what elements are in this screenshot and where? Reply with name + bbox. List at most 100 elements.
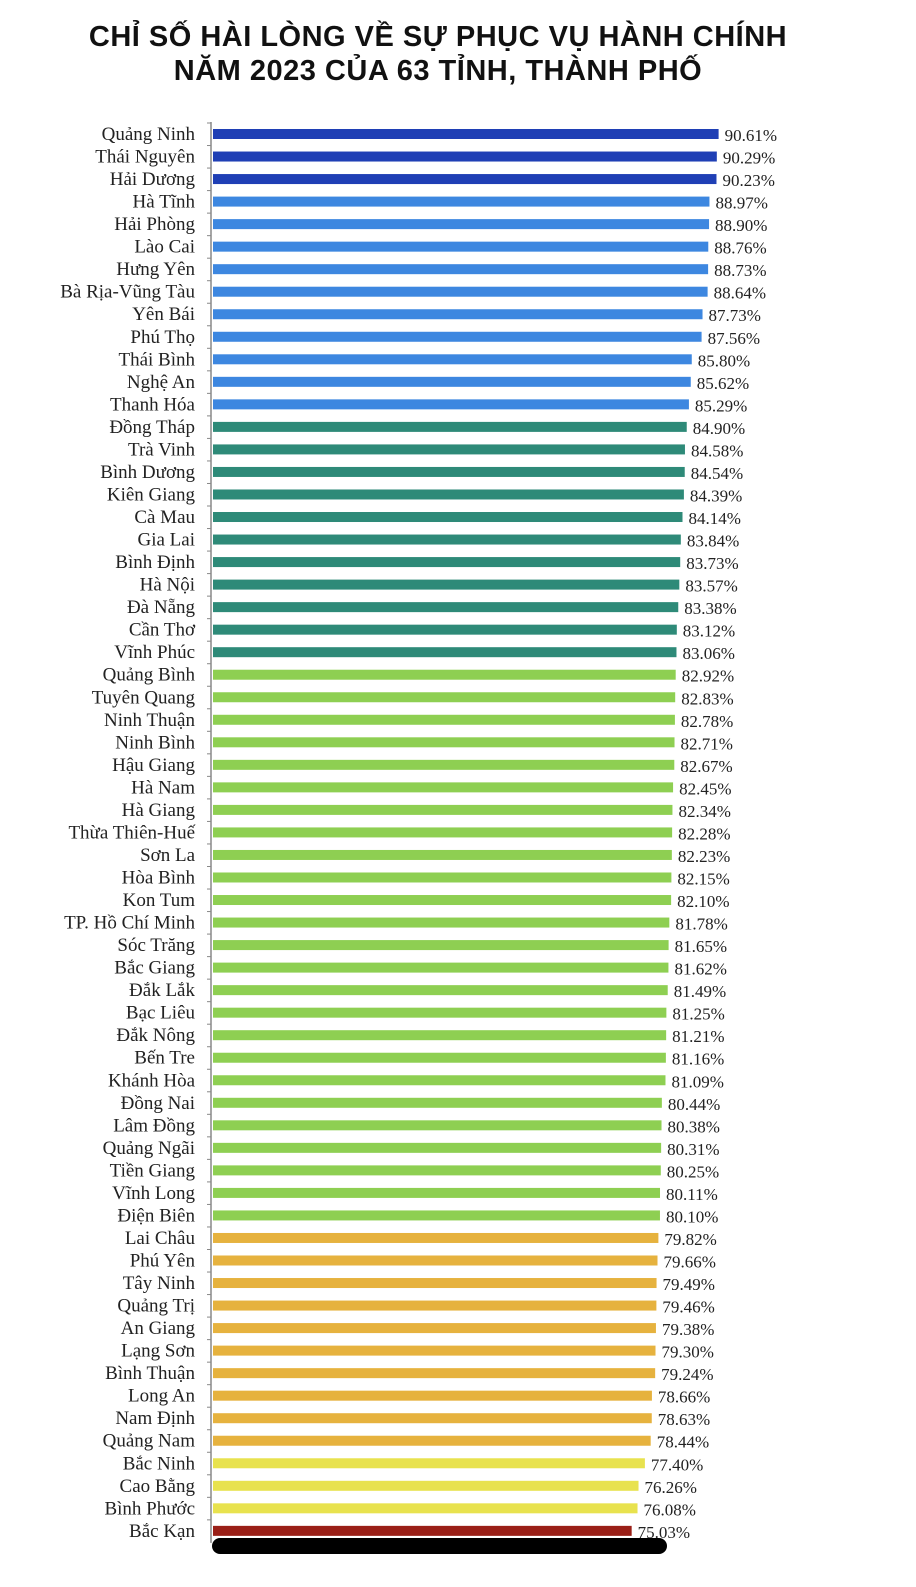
- data-label: 79.30%: [661, 1343, 713, 1362]
- data-label: 84.39%: [690, 486, 742, 505]
- bar: [213, 557, 681, 568]
- bar: [213, 354, 692, 365]
- data-label: 88.73%: [714, 261, 766, 280]
- data-label: 79.82%: [664, 1230, 716, 1249]
- data-label: 88.64%: [714, 284, 766, 303]
- bar: [213, 737, 675, 748]
- category-label: Cà Mau: [134, 507, 195, 528]
- bar: [213, 1165, 661, 1176]
- bar: [213, 1480, 639, 1491]
- bar: [213, 962, 669, 973]
- category-label: Yên Bái: [132, 304, 195, 325]
- data-label: 81.65%: [675, 937, 727, 956]
- category-label: Hà Tĩnh: [133, 192, 196, 213]
- bar: [213, 895, 672, 906]
- category-label: Quảng Ninh: [102, 124, 196, 145]
- category-label: Quảng Trị: [117, 1296, 195, 1317]
- bar: [213, 714, 675, 725]
- category-label: Tây Ninh: [123, 1273, 196, 1294]
- data-label: 81.21%: [672, 1027, 724, 1046]
- bar: [213, 917, 670, 928]
- category-label: Đà Nẵng: [127, 597, 196, 618]
- data-label: 85.80%: [698, 351, 750, 370]
- title-line-1: CHỈ SỐ HÀI LÒNG VỀ SỰ PHỤC VỤ HÀNH CHÍNH: [88, 21, 788, 53]
- category-label: Tuyên Quang: [92, 687, 196, 708]
- bar: [213, 782, 674, 793]
- data-label: 75.03%: [638, 1523, 690, 1542]
- category-label: Quảng Bình: [103, 665, 196, 686]
- data-label: 82.71%: [681, 734, 733, 753]
- data-label: 76.26%: [645, 1478, 697, 1497]
- category-label: Bắc Kạn: [129, 1521, 195, 1542]
- category-label: Bình Thuận: [105, 1363, 195, 1384]
- data-label: 83.06%: [682, 644, 734, 663]
- bar: [213, 1097, 662, 1108]
- bar: [213, 421, 687, 432]
- chart-title: CHỈ SỐ HÀI LÒNG VỀ SỰ PHỤC VỤ HÀNH CHÍNH…: [0, 20, 876, 88]
- data-label: 79.38%: [662, 1320, 714, 1339]
- data-label: 84.90%: [693, 419, 745, 438]
- data-label: 82.34%: [678, 802, 730, 821]
- bar: [213, 1345, 656, 1356]
- data-label: 80.38%: [668, 1117, 720, 1136]
- scrollbar[interactable]: [212, 1538, 667, 1554]
- data-label: 77.40%: [651, 1455, 703, 1474]
- bar: [213, 489, 684, 500]
- bar: [213, 1142, 662, 1153]
- data-label: 81.09%: [671, 1072, 723, 1091]
- bar: [213, 759, 675, 770]
- bar: [213, 1007, 667, 1018]
- category-label: Bình Dương: [100, 462, 195, 483]
- data-label: 81.49%: [674, 982, 726, 1001]
- category-label: Thừa Thiên-Huế: [68, 822, 195, 843]
- bar: [213, 1435, 651, 1446]
- bar: [213, 376, 691, 387]
- bar: [213, 1120, 662, 1131]
- category-label: An Giang: [121, 1318, 196, 1339]
- category-label: Hưng Yên: [116, 259, 195, 280]
- category-label: Long An: [128, 1386, 196, 1407]
- data-label: 90.29%: [723, 149, 775, 168]
- data-label: 85.62%: [697, 374, 749, 393]
- category-label: Bến Tre: [134, 1048, 195, 1069]
- bar: [213, 1075, 666, 1086]
- data-label: 88.76%: [714, 239, 766, 258]
- data-label: 80.44%: [668, 1095, 720, 1114]
- bar: [213, 241, 709, 252]
- category-label: Bắc Ninh: [123, 1453, 196, 1474]
- category-label: Khánh Hòa: [108, 1070, 196, 1091]
- data-label: 81.25%: [672, 1005, 724, 1024]
- category-label: Đắk Nông: [116, 1025, 195, 1046]
- category-label: Bạc Liêu: [126, 1003, 196, 1024]
- data-label: 82.10%: [677, 892, 729, 911]
- bar: [213, 1413, 652, 1424]
- category-label: Cao Bằng: [120, 1476, 196, 1497]
- category-label: Đồng Tháp: [109, 417, 195, 438]
- category-label: Gia Lai: [137, 530, 195, 551]
- data-label: 76.08%: [644, 1500, 696, 1519]
- bar: [213, 849, 672, 860]
- category-label: Cần Thơ: [129, 620, 196, 641]
- category-label: Bắc Giang: [114, 958, 195, 979]
- bar: [213, 286, 708, 297]
- data-label: 84.58%: [691, 441, 743, 460]
- category-label: Hậu Giang: [112, 755, 195, 776]
- data-label: 80.31%: [667, 1140, 719, 1159]
- category-label: Đồng Nai: [121, 1093, 195, 1114]
- category-label: Ninh Bình: [115, 732, 195, 753]
- category-label: Nghệ An: [127, 372, 196, 393]
- data-label: 79.24%: [661, 1365, 713, 1384]
- bar: [213, 331, 702, 342]
- bar: [213, 692, 676, 703]
- bar: [213, 196, 710, 207]
- data-label: 82.15%: [677, 869, 729, 888]
- bar: [213, 1503, 638, 1514]
- bar: [213, 872, 672, 883]
- category-label: Lào Cai: [134, 237, 195, 258]
- bar: [213, 129, 719, 139]
- bar: [213, 1390, 652, 1401]
- category-label: Hà Nam: [131, 777, 195, 798]
- data-label: 87.56%: [708, 329, 760, 348]
- category-label: Bà Rịa-Vũng Tàu: [60, 282, 195, 303]
